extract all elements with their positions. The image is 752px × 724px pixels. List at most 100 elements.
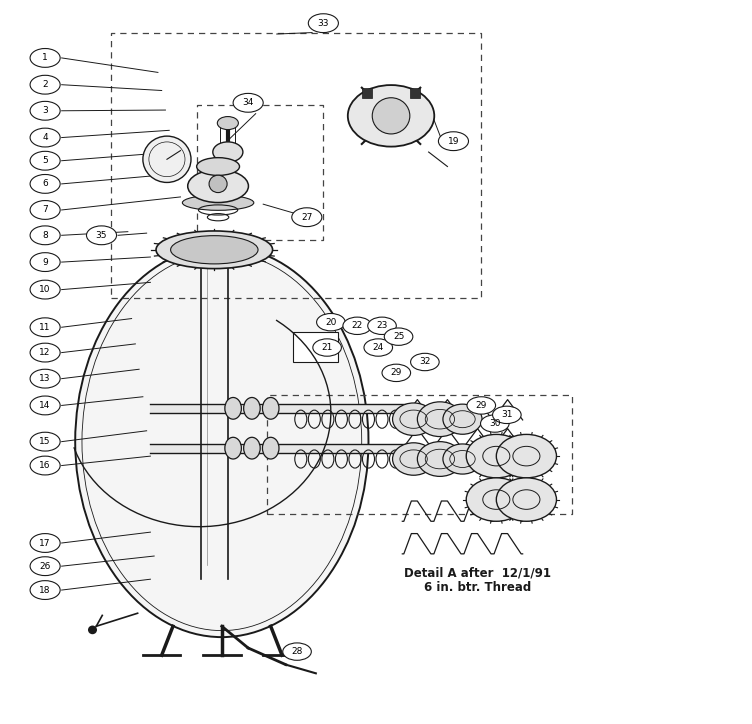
Text: Detail A after  12/1/91: Detail A after 12/1/91 — [404, 567, 551, 580]
Ellipse shape — [225, 397, 241, 419]
Bar — [362, 88, 372, 98]
Ellipse shape — [262, 397, 279, 419]
Text: 34: 34 — [242, 98, 254, 107]
Ellipse shape — [30, 101, 60, 120]
Text: 18: 18 — [39, 586, 51, 594]
Ellipse shape — [368, 317, 396, 334]
Text: Detail B before  12/1/91: Detail B before 12/1/91 — [399, 445, 556, 458]
Text: 1: 1 — [42, 54, 48, 62]
Text: 35: 35 — [96, 231, 108, 240]
Ellipse shape — [313, 339, 341, 356]
Ellipse shape — [411, 353, 439, 371]
Text: 28: 28 — [291, 647, 303, 656]
Text: 23: 23 — [376, 321, 388, 330]
Text: 20: 20 — [325, 318, 337, 327]
Text: 6: 6 — [42, 180, 48, 188]
Ellipse shape — [393, 443, 435, 475]
Ellipse shape — [30, 280, 60, 299]
FancyBboxPatch shape — [293, 332, 338, 362]
Text: 7: 7 — [42, 206, 48, 214]
Ellipse shape — [467, 397, 496, 414]
Text: 14: 14 — [39, 401, 51, 410]
Ellipse shape — [30, 253, 60, 272]
Circle shape — [88, 626, 97, 634]
Ellipse shape — [443, 404, 482, 434]
Ellipse shape — [493, 406, 521, 424]
Bar — [150, 444, 410, 452]
Ellipse shape — [30, 75, 60, 94]
Text: 2: 2 — [42, 80, 48, 89]
Ellipse shape — [364, 339, 393, 356]
Ellipse shape — [30, 369, 60, 388]
Text: 21: 21 — [321, 343, 333, 352]
Text: 9: 9 — [42, 258, 48, 266]
Ellipse shape — [443, 444, 482, 474]
Circle shape — [143, 136, 191, 182]
Ellipse shape — [213, 142, 243, 162]
Ellipse shape — [30, 581, 60, 599]
Text: 24: 24 — [373, 343, 384, 352]
Ellipse shape — [496, 434, 556, 478]
Text: 6 in. "V" Thread: 6 in. "V" Thread — [425, 460, 530, 473]
Ellipse shape — [188, 169, 248, 203]
Ellipse shape — [30, 49, 60, 67]
Ellipse shape — [30, 432, 60, 451]
Ellipse shape — [171, 236, 258, 264]
Text: 30: 30 — [489, 419, 501, 428]
Ellipse shape — [347, 85, 435, 147]
Ellipse shape — [283, 643, 311, 660]
Ellipse shape — [244, 397, 260, 419]
Text: 31: 31 — [501, 411, 513, 419]
Ellipse shape — [197, 158, 239, 175]
Text: 15: 15 — [39, 437, 51, 446]
Ellipse shape — [466, 478, 526, 521]
Ellipse shape — [262, 437, 279, 459]
Ellipse shape — [30, 456, 60, 475]
Ellipse shape — [30, 128, 60, 147]
Ellipse shape — [182, 195, 253, 210]
Text: 29: 29 — [390, 369, 402, 377]
Text: 6 in. btr. Thread: 6 in. btr. Thread — [424, 581, 531, 594]
Ellipse shape — [30, 343, 60, 362]
Ellipse shape — [233, 93, 263, 112]
Ellipse shape — [466, 434, 526, 478]
Ellipse shape — [217, 117, 238, 130]
Text: 11: 11 — [39, 323, 51, 332]
Text: 13: 13 — [39, 374, 51, 383]
Text: 25: 25 — [393, 332, 405, 341]
Ellipse shape — [308, 14, 338, 33]
Ellipse shape — [86, 226, 117, 245]
Ellipse shape — [417, 402, 462, 437]
Text: 26: 26 — [39, 562, 51, 571]
Ellipse shape — [225, 437, 241, 459]
Ellipse shape — [30, 534, 60, 552]
Ellipse shape — [75, 246, 368, 637]
Ellipse shape — [30, 557, 60, 576]
Text: 10: 10 — [39, 285, 51, 294]
Text: 29: 29 — [475, 401, 487, 410]
Ellipse shape — [343, 317, 371, 334]
Ellipse shape — [30, 318, 60, 337]
Ellipse shape — [496, 478, 556, 521]
Text: 33: 33 — [317, 19, 329, 28]
Text: 3: 3 — [42, 106, 48, 115]
Ellipse shape — [438, 132, 468, 151]
Ellipse shape — [292, 208, 322, 227]
Text: 22: 22 — [352, 321, 362, 330]
Ellipse shape — [384, 328, 413, 345]
Text: 19: 19 — [447, 137, 459, 146]
Ellipse shape — [30, 174, 60, 193]
Text: 8: 8 — [42, 231, 48, 240]
Bar — [410, 88, 420, 98]
Ellipse shape — [417, 442, 462, 476]
Ellipse shape — [30, 151, 60, 170]
Ellipse shape — [30, 226, 60, 245]
Text: 5: 5 — [42, 156, 48, 165]
Ellipse shape — [393, 403, 435, 435]
Ellipse shape — [481, 415, 509, 432]
Ellipse shape — [30, 396, 60, 415]
Text: 32: 32 — [419, 358, 431, 366]
Text: 16: 16 — [39, 461, 51, 470]
Ellipse shape — [317, 313, 345, 331]
Bar — [150, 404, 414, 413]
